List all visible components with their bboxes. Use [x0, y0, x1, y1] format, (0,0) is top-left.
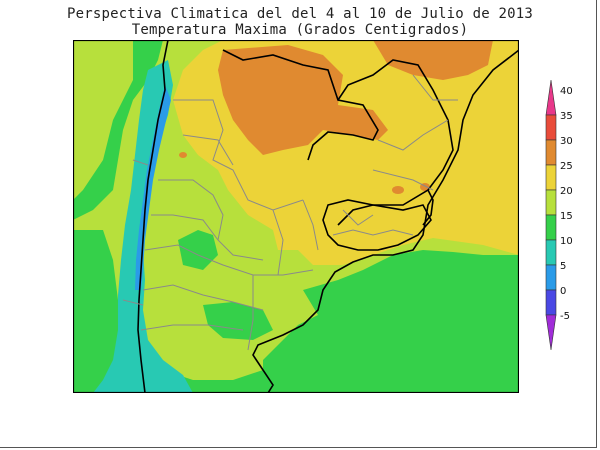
province-line — [332, 229, 414, 236]
province-line — [377, 119, 449, 151]
temperature-map — [73, 40, 519, 393]
province-line — [412, 74, 458, 101]
border-andes — [137, 40, 169, 393]
province-line — [158, 179, 264, 261]
legend-tick-label: 25 — [560, 161, 573, 172]
legend-bin — [545, 314, 557, 351]
legend-tick-label: 40 — [560, 86, 573, 97]
zone-15-20-west — [73, 40, 163, 220]
province-line — [142, 284, 264, 311]
province-line — [132, 159, 149, 166]
zone-15-20-mid — [178, 230, 218, 270]
coast-east-detail — [422, 189, 434, 226]
legend-bin — [545, 214, 557, 241]
province-line — [182, 134, 234, 166]
province-line — [342, 209, 374, 226]
border-brazil — [337, 59, 454, 226]
color-legend: 40 35 30 25 20 15 10 5 0 -5 — [545, 80, 573, 351]
figure-subtitle: Temperatura Maxima (Grados Centigrados) — [131, 22, 469, 38]
legend-labels: 40 35 30 25 20 15 10 5 0 -5 — [560, 86, 573, 322]
zone-30-35-spot — [179, 152, 187, 158]
legend-tick-label: 30 — [560, 136, 573, 147]
legend-bin — [545, 239, 557, 266]
figure-title: Perspectiva Climatica del del 4 al 10 de… — [67, 6, 533, 22]
legend-tick-label: 5 — [560, 261, 566, 272]
province-line — [140, 324, 244, 331]
legend-tick-label: 0 — [560, 286, 566, 297]
coast-atlantic — [252, 49, 519, 393]
legend-tick-label: -5 — [560, 311, 570, 322]
province-line — [372, 169, 434, 191]
zone-30-35-spot — [392, 186, 404, 194]
province-line — [173, 99, 304, 211]
border-paraguay — [222, 49, 379, 161]
province-line — [247, 275, 254, 351]
legend-bin — [545, 139, 557, 166]
province-line — [272, 209, 284, 276]
zone-15-20-ocean — [263, 250, 519, 393]
province-borders — [122, 74, 458, 351]
legend-bin — [545, 264, 557, 291]
legend-bin — [545, 164, 557, 191]
border-uruguay — [322, 199, 432, 251]
zone-30-35-east — [373, 40, 493, 80]
legend-tick-label: 20 — [560, 186, 573, 197]
province-line — [151, 214, 219, 241]
legend-tick-label: 15 — [560, 211, 573, 222]
legend-bin — [545, 289, 557, 316]
zone-5-10 — [135, 85, 171, 290]
province-line — [302, 199, 319, 251]
legend-bin — [545, 80, 557, 116]
province-line — [144, 244, 314, 276]
province-line — [122, 299, 144, 306]
legend-bins — [545, 80, 557, 351]
zone-30-35 — [218, 45, 388, 155]
legend-tick-label: 10 — [560, 236, 573, 247]
legend-tick-label: 35 — [560, 111, 573, 122]
legend-bin — [545, 114, 557, 141]
national-borders — [137, 40, 519, 393]
legend-bin — [545, 189, 557, 216]
zone-15-20-south — [203, 302, 273, 340]
map-border — [73, 40, 519, 393]
